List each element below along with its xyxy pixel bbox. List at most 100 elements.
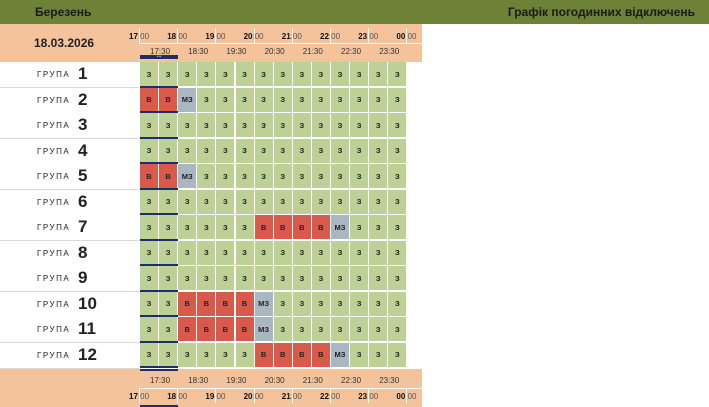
slot-cell-maybe: МЗ: [331, 215, 350, 240]
half-hour-label: 20:30: [264, 376, 285, 385]
slot-cell-maybe: МЗ: [254, 291, 274, 317]
hour-label: 18:00: [167, 392, 187, 401]
hour-tick: [406, 388, 408, 403]
slot-cell-on: З: [159, 317, 179, 342]
slot-cell-on: З: [311, 266, 331, 291]
group-word: ГРУПА: [37, 248, 71, 258]
slot-cell-on: З: [140, 342, 159, 368]
hour-value: 21: [281, 392, 291, 401]
current-slot-divider: [140, 264, 178, 266]
slot-cell-on: З: [331, 164, 350, 189]
slot-cell-on: З: [388, 62, 408, 87]
hour-label: 20:00: [244, 32, 264, 41]
group-label: ГРУПА 6: [0, 189, 139, 216]
hour-label: 23:00: [358, 32, 378, 41]
slot-cell-on: З: [178, 138, 198, 164]
group-number: 9: [78, 268, 88, 287]
slot-cell-on: З: [350, 164, 370, 189]
slot-cell-on: З: [254, 164, 274, 189]
hour-label: 18:00: [167, 32, 187, 41]
group-number: 12: [78, 344, 97, 364]
slot-cell-off: В: [159, 164, 179, 189]
slot-cell-on: З: [388, 240, 408, 266]
half-hour-label: 19:30: [226, 47, 247, 56]
hour-tick: [253, 388, 255, 403]
group-row: ГРУПА 1 З З З З З З З З З З З З З З: [0, 62, 422, 88]
slot-cell-on: З: [292, 62, 312, 87]
hour-value: 20: [243, 392, 253, 401]
slot-cell-on: З: [273, 164, 293, 189]
group-row: ГРУПА 6 З З З З З З З З З З З З З З: [0, 189, 422, 216]
hour-tick: [291, 28, 293, 43]
group-label: ГРУПА 2: [0, 87, 139, 114]
slot-cell-on: З: [311, 189, 331, 215]
slot-cell-on: З: [254, 113, 274, 138]
slot-cell-on: З: [216, 62, 236, 87]
slot-cell-on: З: [311, 164, 331, 189]
slot-cell-off: В: [178, 317, 198, 342]
slot-cell-on: З: [235, 87, 255, 113]
slot-cell-on: З: [292, 189, 312, 215]
slot-cell-on: З: [388, 113, 408, 138]
slot-cell-on: З: [197, 240, 217, 266]
group-number: 7: [78, 217, 88, 236]
group-row: ГРУПА 3 З З З З З З З З З З З З З З: [0, 113, 422, 139]
slot-cell-on: З: [388, 317, 408, 342]
hour-label: 00:00: [396, 32, 416, 41]
slot-cell-off: В: [197, 317, 217, 342]
hour-tick: [253, 28, 255, 43]
hour-tick: [368, 28, 370, 43]
slot-cell-on: З: [159, 62, 179, 87]
slot-cell-on: З: [235, 62, 255, 87]
slot-cell-off: В: [235, 317, 255, 342]
group-label: ГРУПА 12: [0, 342, 139, 369]
hour-minutes: :00: [176, 392, 188, 401]
slot-cell-on: З: [159, 266, 179, 291]
slot-cell-on: З: [140, 138, 159, 164]
slot-cell-off: В: [216, 291, 236, 317]
hour-value: 20: [243, 32, 253, 41]
slot-cell-on: З: [369, 62, 389, 87]
slot-cell-on: З: [331, 87, 350, 113]
slot-cell-on: З: [369, 291, 389, 317]
slot-cell-on: З: [369, 164, 389, 189]
hour-value: 00: [396, 32, 406, 41]
hour-value: 23: [358, 32, 368, 41]
slot-cell-off: В: [254, 215, 274, 240]
group-number: 6: [78, 191, 88, 211]
half-hour-label: 21:30: [302, 47, 323, 56]
slot-cell-on: З: [292, 266, 312, 291]
slot-cell-on: З: [350, 291, 370, 317]
current-slot-divider: [140, 111, 178, 113]
slot-cell-on: З: [331, 317, 350, 342]
slot-cell-on: З: [369, 113, 389, 138]
slot-cell-on: З: [159, 215, 179, 240]
group-label: ГРУПА 5: [0, 164, 139, 190]
slot-cell-off: В: [235, 291, 255, 317]
slot-cell-on: З: [311, 138, 331, 164]
group-label: ГРУПА 3: [0, 113, 139, 139]
hour-minutes: :00: [367, 32, 379, 41]
slot-cell-on: З: [311, 113, 331, 138]
slot-cell-off: В: [311, 215, 331, 240]
group-row: ГРУПА 9 З З З З З З З З З З З З З З: [0, 266, 422, 292]
slot-cell-off: В: [273, 342, 293, 368]
slot-cell-on: З: [292, 240, 312, 266]
slot-cell-on: З: [311, 240, 331, 266]
group-word: ГРУПА: [37, 146, 71, 156]
slot-cell-on: З: [273, 189, 293, 215]
slot-cell-off: В: [311, 342, 331, 368]
group-label: ГРУПА 8: [0, 240, 139, 267]
group-number: 5: [78, 166, 88, 185]
slot-cell-on: З: [140, 215, 159, 240]
slot-cell-on: З: [197, 189, 217, 215]
group-label: ГРУПА 4: [0, 138, 139, 165]
group-number: 2: [78, 89, 88, 109]
slot-cell-on: З: [216, 240, 236, 266]
slot-cell-on: З: [311, 291, 331, 317]
slot-cell-on: З: [197, 266, 217, 291]
group-row: ГРУПА 8 З З З З З З З З З З З З З З: [0, 240, 422, 267]
outage-schedule: 18.03.2026 17:00 18:00 19:00 20:00 21:00 22:0…: [0, 24, 422, 407]
slot-cell-on: З: [235, 189, 255, 215]
slot-cell-on: З: [350, 62, 370, 87]
